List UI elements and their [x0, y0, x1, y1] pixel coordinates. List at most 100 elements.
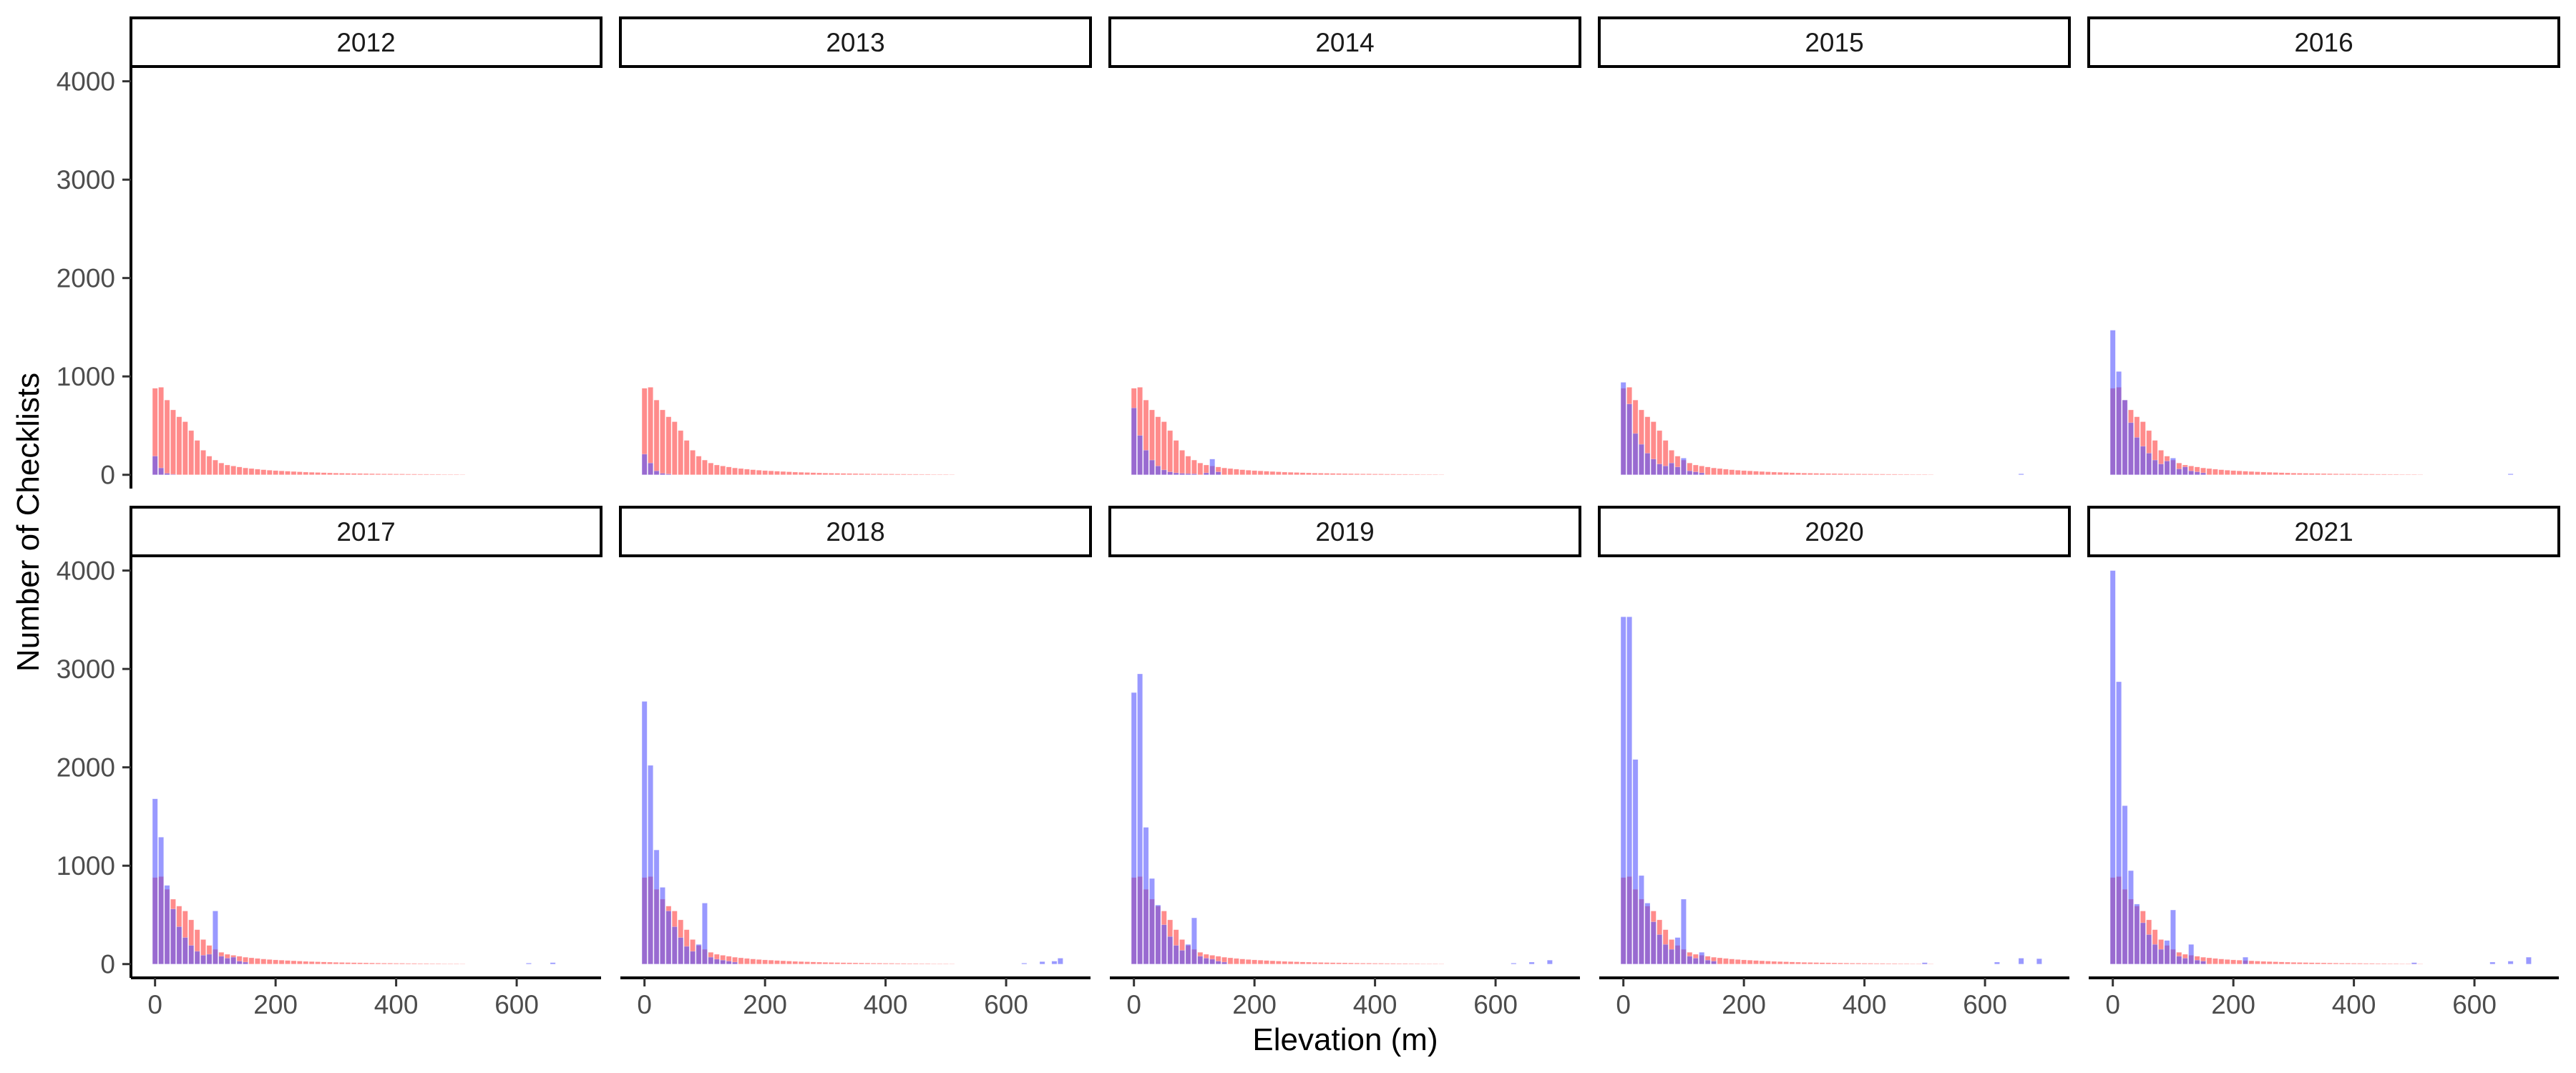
observed-bar [1051, 961, 1058, 965]
reference-bar [804, 961, 811, 965]
reference-bar [671, 421, 678, 476]
reference-bar [2230, 470, 2237, 476]
reference-bar [1245, 469, 1252, 476]
reference-bar [1306, 472, 1312, 476]
reference-bar [1408, 474, 1415, 476]
reference-bar [453, 474, 459, 476]
reference-bar [2417, 474, 2424, 476]
reference-bar [357, 473, 363, 476]
reference-bar [810, 472, 816, 476]
reference-bar [387, 963, 394, 965]
y-axis-title: Number of Checklists [11, 373, 46, 672]
reference-bar [949, 474, 955, 476]
observed-bar [2122, 805, 2128, 965]
reference-bar [327, 961, 333, 965]
x-tick-label: 600 [984, 990, 1028, 1019]
x-tick-label: 0 [147, 990, 162, 1019]
observed-bar [206, 954, 213, 965]
observed-bar [1131, 407, 1137, 476]
reference-bar [1831, 962, 1838, 965]
observed-bar [2525, 956, 2532, 965]
observed-bar [152, 798, 158, 965]
observed-bar [2146, 934, 2152, 965]
reference-bar [2254, 961, 2260, 965]
reference-bar [1807, 473, 1813, 476]
reference-bar [2327, 473, 2333, 476]
x-tick-label: 200 [743, 990, 787, 1019]
reference-bar [1317, 962, 1324, 965]
reference-bar [1312, 472, 1318, 476]
observed-bar [224, 958, 230, 965]
reference-bar [859, 962, 864, 965]
reference-bar [1765, 961, 1771, 965]
x-tick-label: 200 [253, 990, 298, 1019]
observed-bar [2164, 940, 2170, 965]
observed-bar [1209, 959, 1216, 965]
observed-bar [1185, 944, 1191, 965]
y-tick-label: 1000 [57, 362, 115, 391]
reference-bar [780, 471, 786, 476]
reference-bar [399, 474, 405, 476]
reference-bar [738, 957, 744, 965]
reference-bar [1324, 473, 1330, 476]
reference-bar [1819, 473, 1825, 476]
reference-bar [230, 466, 237, 476]
reference-bar [2200, 956, 2206, 965]
reference-bar [2285, 472, 2290, 476]
reference-bar [1644, 416, 1651, 476]
observed-bar [170, 908, 176, 965]
observed-bar [1191, 917, 1197, 965]
observed-bar [1620, 616, 1626, 965]
reference-bar [1264, 471, 1269, 476]
observed-bar [2122, 399, 2128, 476]
observed-bar [526, 963, 532, 965]
observed-bar [683, 946, 690, 965]
observed-bar [702, 903, 708, 965]
reference-bar [1711, 467, 1717, 476]
reference-bar [393, 474, 399, 476]
y-tick-label: 0 [100, 461, 115, 490]
reference-bar [931, 474, 937, 476]
reference-bar [363, 473, 369, 476]
observed-bar [2170, 909, 2176, 965]
reference-bar [278, 470, 285, 476]
reference-bar [877, 963, 883, 965]
reference-bar [266, 469, 273, 476]
reference-bar [357, 962, 363, 965]
reference-bar [1287, 471, 1294, 476]
reference-bar [435, 474, 441, 476]
reference-bar [278, 959, 285, 965]
x-tick-label: 400 [1843, 990, 1887, 1019]
reference-bar [2212, 958, 2218, 965]
reference-bar [2327, 962, 2333, 965]
panel-2016: 2016 [2087, 16, 2560, 476]
reference-bar [2290, 472, 2297, 476]
reference-bar [1257, 959, 1264, 965]
reference-bar [200, 450, 206, 476]
panel-strip [2087, 16, 2560, 68]
reference-bar [375, 962, 381, 965]
reference-bar [1390, 474, 1396, 476]
reference-bar [315, 472, 321, 476]
reference-bar [1155, 416, 1161, 476]
reference-bar [1336, 962, 1342, 965]
reference-bar [213, 459, 218, 476]
observed-bar [1632, 433, 1639, 476]
y-tick-label: 1000 [57, 851, 115, 881]
observed-bar [1221, 961, 1227, 965]
reference-bar [1838, 962, 1843, 965]
observed-bar [1699, 472, 1705, 476]
reference-bar [1843, 473, 1850, 476]
reference-bar [1221, 467, 1227, 476]
observed-bar [2152, 459, 2158, 476]
reference-bar [291, 471, 297, 476]
reference-bar [2248, 471, 2255, 476]
observed-bar [2194, 959, 2200, 965]
observed-bar [1662, 944, 1669, 965]
panel-2019: 2019 0 200 400 600 [1108, 506, 1581, 1019]
panel-2018: 2018 0 200 400 600 [619, 506, 1092, 1019]
reference-bar [291, 960, 297, 965]
reference-bar [411, 474, 417, 476]
reference-bar [768, 959, 774, 965]
